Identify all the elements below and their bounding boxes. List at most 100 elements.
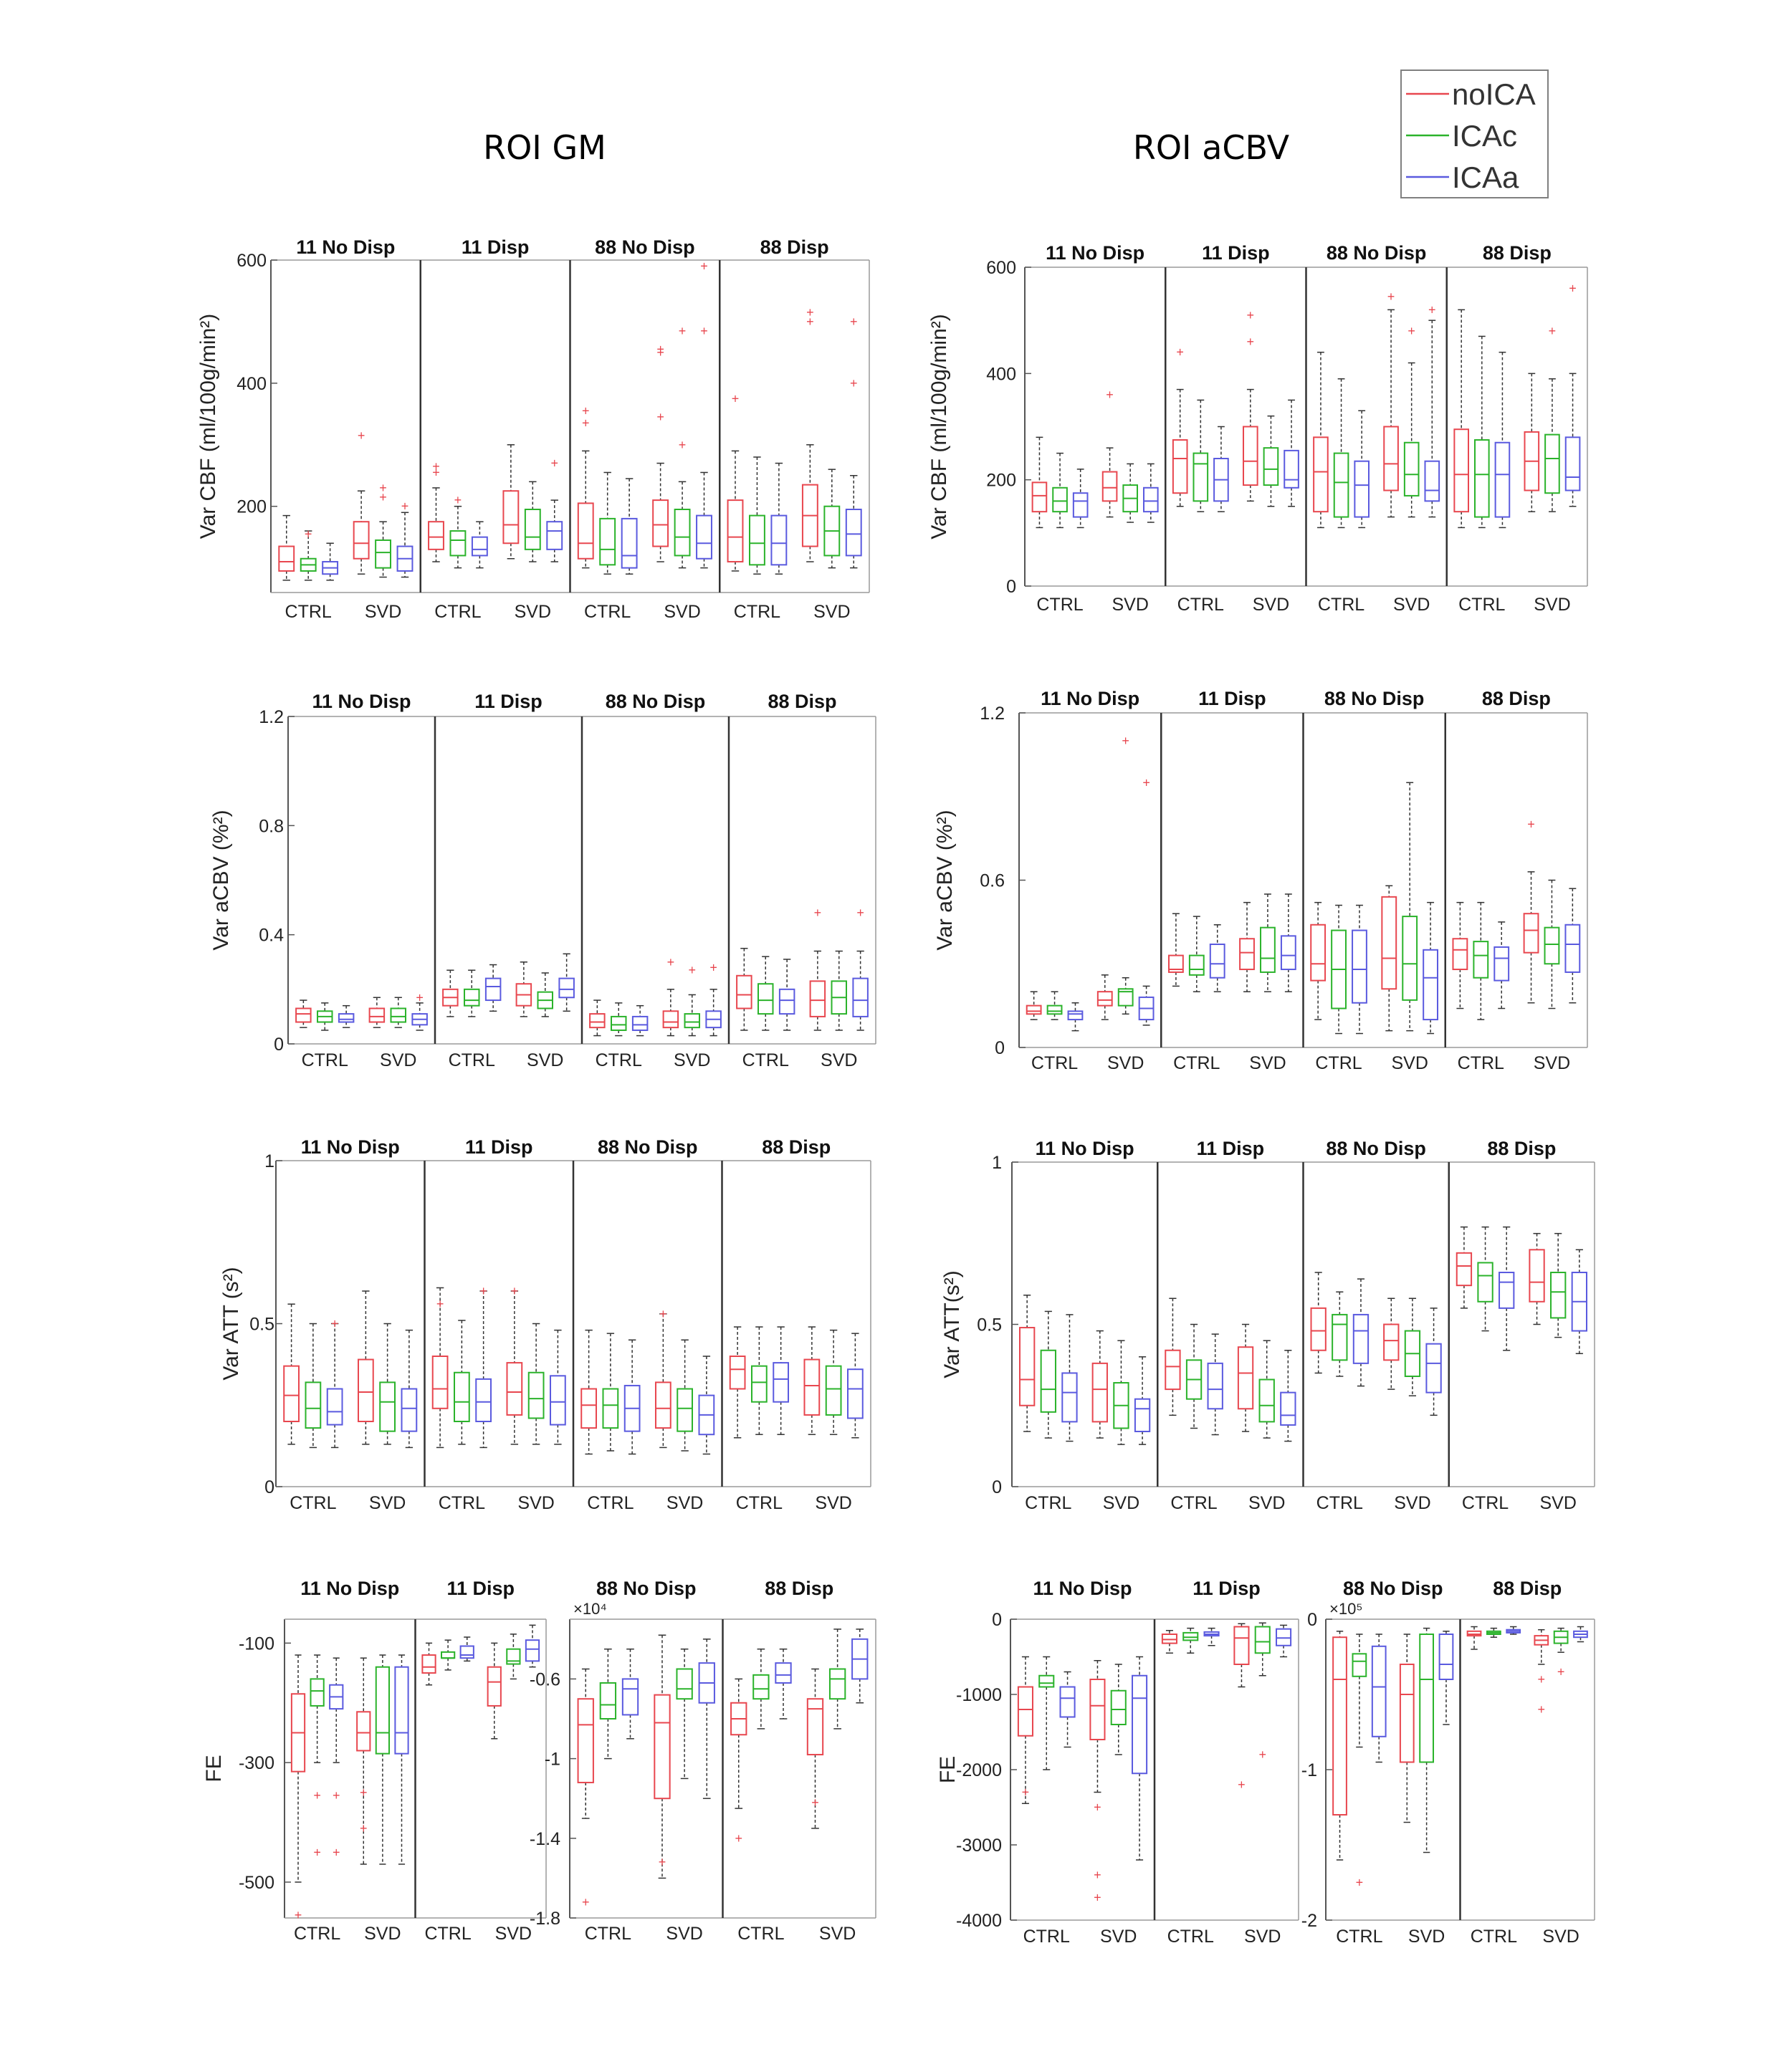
box-noica-88-disp-ctrl xyxy=(1452,901,1468,1009)
chart-gm-acbv: 0 0.4 0.8 1.2 Var aCBV (%²) 11 No Disp CTRL SVD… xyxy=(209,691,876,1070)
box-body xyxy=(1499,1272,1515,1309)
box-body xyxy=(310,1678,325,1707)
outlier-point: + xyxy=(1407,324,1415,338)
box-noica-11-disp-ctrl xyxy=(1161,1630,1177,1654)
box-icaa-11-no-disp-ctrl: + xyxy=(326,1317,343,1449)
box-body xyxy=(1237,1346,1254,1410)
x-tick-label-svd: SVD xyxy=(1408,1927,1445,1947)
box-icaa-11-no-disp-svd: + xyxy=(396,499,414,578)
outlier-point: + xyxy=(679,438,687,452)
box-body xyxy=(778,988,795,1015)
panel-title-88-no-disp: 88 No Disp xyxy=(1343,1578,1443,1599)
box-body xyxy=(611,1015,627,1031)
box-body xyxy=(475,1378,492,1422)
box-noica-88-disp-svd: + xyxy=(809,906,826,1031)
box-body xyxy=(1243,426,1258,486)
box-body xyxy=(1381,896,1397,990)
panel-title-11-disp: 11 Disp xyxy=(1202,242,1270,264)
outlier-point: + xyxy=(856,906,864,920)
box-body xyxy=(845,509,862,557)
outlier-point: + xyxy=(333,1845,340,1859)
legend-label-icac: ICAc xyxy=(1452,119,1517,153)
box-body xyxy=(428,521,444,550)
box-icac-11-disp-svd xyxy=(527,1323,545,1445)
box-icaa-11-no-disp-svd: + xyxy=(1138,775,1155,1026)
outlier-point: + xyxy=(850,315,858,329)
box-body xyxy=(806,1698,824,1756)
box-icac-11-no-disp-ctrl xyxy=(1038,1656,1055,1770)
box-body xyxy=(1564,436,1581,491)
x-tick-label-ctrl: CTRL xyxy=(736,1493,783,1513)
y-tick-label: 400 xyxy=(236,374,267,394)
x-tick-label-svd: SVD xyxy=(821,1050,857,1070)
box-body xyxy=(1544,433,1560,494)
panel-title-88-no-disp: 88 No Disp xyxy=(596,1578,697,1599)
x-tick-label-ctrl: CTRL xyxy=(1471,1927,1517,1947)
box-icaa-88-disp-svd xyxy=(1573,1626,1588,1643)
box-noica-88-no-disp-ctrl xyxy=(580,1329,597,1455)
x-tick-label-svd: SVD xyxy=(1542,1927,1579,1947)
y-tick-label: 0.8 xyxy=(259,816,284,836)
box-body xyxy=(1019,1327,1036,1406)
x-tick-label-ctrl: CTRL xyxy=(1458,595,1505,615)
box-body xyxy=(1276,1628,1292,1646)
y-axis-label: FE xyxy=(936,1756,960,1783)
box-body xyxy=(1310,1307,1327,1351)
box-body xyxy=(828,1668,846,1700)
box-body xyxy=(421,1654,436,1674)
box-noica-88-disp-ctrl: + xyxy=(727,391,744,572)
x-tick-label-svd: SVD xyxy=(1112,595,1148,615)
box-body xyxy=(1332,1636,1347,1816)
outlier-point: + xyxy=(1428,302,1436,317)
box-icac-11-disp-ctrl xyxy=(1188,916,1205,992)
box-icaa-11-no-disp-ctrl xyxy=(1067,1002,1084,1032)
y-tick-label: 0 xyxy=(992,1477,1002,1497)
box-body xyxy=(1438,1634,1454,1680)
box-icaa-11-disp-ctrl xyxy=(1213,426,1229,512)
box-body xyxy=(353,521,370,560)
y-tick-label: 0 xyxy=(992,1610,1002,1630)
outlier-point: + xyxy=(1094,1891,1101,1905)
x-tick-label-svd: SVD xyxy=(813,602,850,622)
box-body xyxy=(757,983,774,1015)
box-body xyxy=(727,499,744,563)
y-tick-label: 0 xyxy=(995,1038,1005,1058)
outlier-point: + xyxy=(656,342,664,357)
box-body xyxy=(356,1711,371,1752)
box-icaa-88-disp-svd: + xyxy=(852,906,869,1031)
y-tick-label: 0 xyxy=(1006,577,1016,597)
box-body xyxy=(1188,954,1205,976)
box-body xyxy=(1263,447,1279,486)
x-tick-label-ctrl: CTRL xyxy=(302,1050,348,1070)
panel-title-88-disp: 88 Disp xyxy=(1487,1138,1556,1159)
chart-acbv-fe-11: 0 -1000 -2000 -3000 -4000 FE 11 No Disp CTRL + SV… xyxy=(936,1578,1299,1947)
box-icaa-88-no-disp-ctrl xyxy=(1371,1634,1387,1763)
outlier-point: + xyxy=(295,1908,302,1922)
panel-title-11-disp: 11 Disp xyxy=(1198,688,1266,709)
box-icac-11-disp-ctrl: + xyxy=(449,493,467,569)
panel-title-11-no-disp: 11 No Disp xyxy=(1046,242,1144,264)
box-body xyxy=(1453,428,1470,513)
box-body xyxy=(1061,1372,1078,1423)
box-noica-88-no-disp-ctrl xyxy=(1310,1272,1327,1374)
box-icaa-88-disp-svd: + xyxy=(1564,282,1581,507)
box-body xyxy=(1473,941,1489,979)
box-body xyxy=(1067,1010,1084,1021)
box-icac-11-disp-svd xyxy=(537,972,553,1017)
y-axis-label: Var ATT(s²) xyxy=(940,1270,964,1378)
box-body xyxy=(459,1645,474,1659)
box-body xyxy=(484,977,502,1002)
box-icac-88-no-disp-ctrl xyxy=(599,1648,617,1760)
chart-acbv-att: 0 0.5 1 Var ATT(s²) 11 No Disp CTRL SVD 11 Disp… xyxy=(940,1138,1595,1513)
box-noica-88-no-disp-ctrl: ++ xyxy=(577,404,594,569)
box-body xyxy=(825,1365,842,1416)
box-icaa-88-no-disp-ctrl xyxy=(621,478,638,575)
chart-acbv-acbv: 0 0.6 1.2 Var aCBV (%²) 11 No Disp CTRL SVD + +1… xyxy=(933,688,1588,1073)
box-body xyxy=(1031,481,1048,513)
box-body xyxy=(1209,944,1225,979)
panel-title-88-no-disp: 88 No Disp xyxy=(598,1136,698,1158)
box-body xyxy=(1254,1626,1271,1654)
box-icac-88-no-disp-ctrl xyxy=(599,471,616,575)
y-tick-label: -2000 xyxy=(956,1760,1002,1780)
box-icac-88-disp-svd xyxy=(831,950,847,1031)
